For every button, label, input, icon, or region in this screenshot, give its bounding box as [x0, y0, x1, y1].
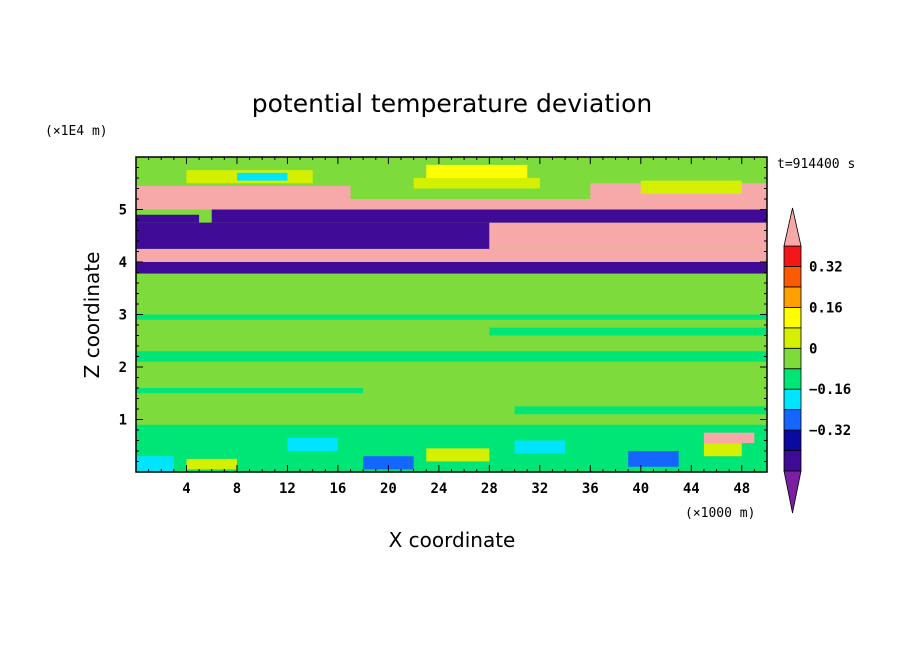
- colorbar-band: [783, 429, 802, 451]
- colorbar-tick-label: 0: [809, 341, 817, 357]
- colorbar-band: [783, 306, 802, 329]
- x-tick-label: 48: [733, 481, 750, 497]
- x-tick-label: 32: [531, 481, 548, 497]
- contour-regions: [136, 157, 767, 472]
- contour-region: [236, 172, 288, 181]
- y-tick-label: 5: [119, 203, 127, 219]
- colorbar-band: [783, 409, 802, 431]
- contour-region: [136, 351, 767, 362]
- contour-region: [136, 214, 200, 223]
- x-axis-label: X coordinate: [389, 528, 516, 552]
- x-tick-label: 24: [430, 481, 447, 497]
- y-tick-label: 1: [119, 413, 127, 429]
- y-axis-unit: (×1E4 m): [45, 124, 108, 139]
- contour-region: [703, 443, 742, 457]
- time-label: t=914400 s: [777, 157, 855, 172]
- colorbar-band: [783, 327, 802, 349]
- y-tick-label: 4: [119, 255, 127, 271]
- x-tick-label: 16: [329, 481, 346, 497]
- contour-region: [426, 164, 528, 178]
- colorbar-band: [783, 266, 802, 288]
- colorbar-lower-extension: [783, 470, 802, 514]
- y-axis: 1 2 3 4 5: [119, 167, 767, 462]
- x-axis: 4 8 12 16 20 24 28 32 36 40 44 48: [148, 157, 755, 497]
- y-tick-label: 3: [119, 308, 127, 324]
- x-tick-label: 4: [182, 481, 190, 497]
- chart-title: potential temperature deviation: [252, 89, 652, 118]
- x-tick-label: 8: [233, 481, 241, 497]
- contour-region: [186, 458, 237, 470]
- colorbar-band: [783, 245, 802, 267]
- contour-region: [514, 406, 767, 415]
- contour-region: [287, 437, 338, 451]
- x-tick-label: 40: [632, 481, 649, 497]
- colorbar-band: [783, 286, 802, 308]
- contour-region: [136, 222, 490, 249]
- contour-region: [489, 222, 767, 249]
- contour-region: [136, 262, 767, 274]
- contour-region: [514, 440, 566, 454]
- colorbar-tick-label: −0.32: [809, 423, 851, 439]
- colorbar-band: [783, 388, 802, 411]
- y-axis-label: Z coordinate: [80, 252, 104, 379]
- x-tick-label: 28: [481, 481, 498, 497]
- x-tick-label: 36: [582, 481, 599, 497]
- contour-region: [211, 209, 767, 223]
- colorbar-tick-label: 0.16: [809, 300, 843, 316]
- colorbar-band: [783, 368, 802, 390]
- contour-region: [136, 388, 364, 394]
- contour-region: [136, 185, 351, 199]
- contour-region: [628, 451, 679, 467]
- plot-area: [135, 156, 768, 473]
- contour-region: [136, 424, 767, 432]
- contour-region: [640, 180, 742, 194]
- colorbar-band: [783, 347, 802, 370]
- colorbar-tick-label: −0.16: [809, 382, 851, 398]
- x-tick-label: 44: [683, 481, 700, 497]
- contour-region: [136, 456, 174, 472]
- colorbar-tick-label: 0.32: [809, 259, 843, 275]
- contour-region: [136, 314, 767, 320]
- contour-region: [489, 327, 767, 336]
- contour-region: [363, 456, 414, 470]
- x-tick-label: 20: [380, 481, 397, 497]
- colorbar: 0.32 0.16 0 −0.16 −0.32: [783, 207, 851, 514]
- colorbar-upper-extension: [783, 207, 802, 247]
- colorbar-band: [783, 450, 802, 472]
- contour-region: [426, 448, 490, 462]
- contour-region: [413, 178, 540, 189]
- x-axis-unit: (×1000 m): [685, 506, 755, 521]
- x-tick-label: 12: [279, 481, 296, 497]
- y-tick-label: 2: [119, 360, 127, 376]
- contour-region: [703, 432, 755, 444]
- contour-region: [136, 199, 767, 210]
- contour-region: [136, 248, 767, 262]
